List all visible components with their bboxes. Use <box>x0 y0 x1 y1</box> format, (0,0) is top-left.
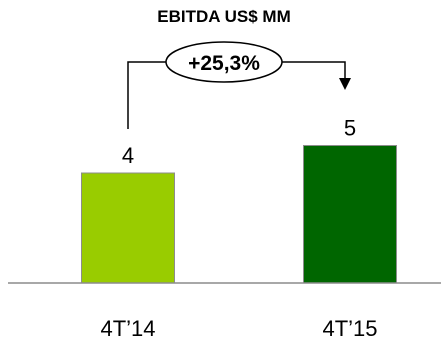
bars <box>81 145 397 284</box>
annotation-connector-left <box>127 61 166 129</box>
growth-rate-label: +25,3% <box>188 52 260 75</box>
growth-oval <box>165 41 283 83</box>
arrow-down-icon <box>339 78 351 90</box>
category-label-1: 4T’14 <box>100 316 155 341</box>
bar-1 <box>81 172 175 284</box>
value-labels: 45 <box>122 116 356 169</box>
value-label-2: 5 <box>344 116 356 141</box>
chart-title: EBITDA US$ MM <box>157 7 291 26</box>
growth-annotation: +25,3% <box>127 41 351 129</box>
category-labels: 4T’14 4T’15 <box>100 316 377 341</box>
bar-2 <box>303 145 397 284</box>
category-label-2: 4T’15 <box>322 316 377 341</box>
value-label-1: 4 <box>122 143 134 168</box>
annotation-connector-right <box>282 61 346 80</box>
